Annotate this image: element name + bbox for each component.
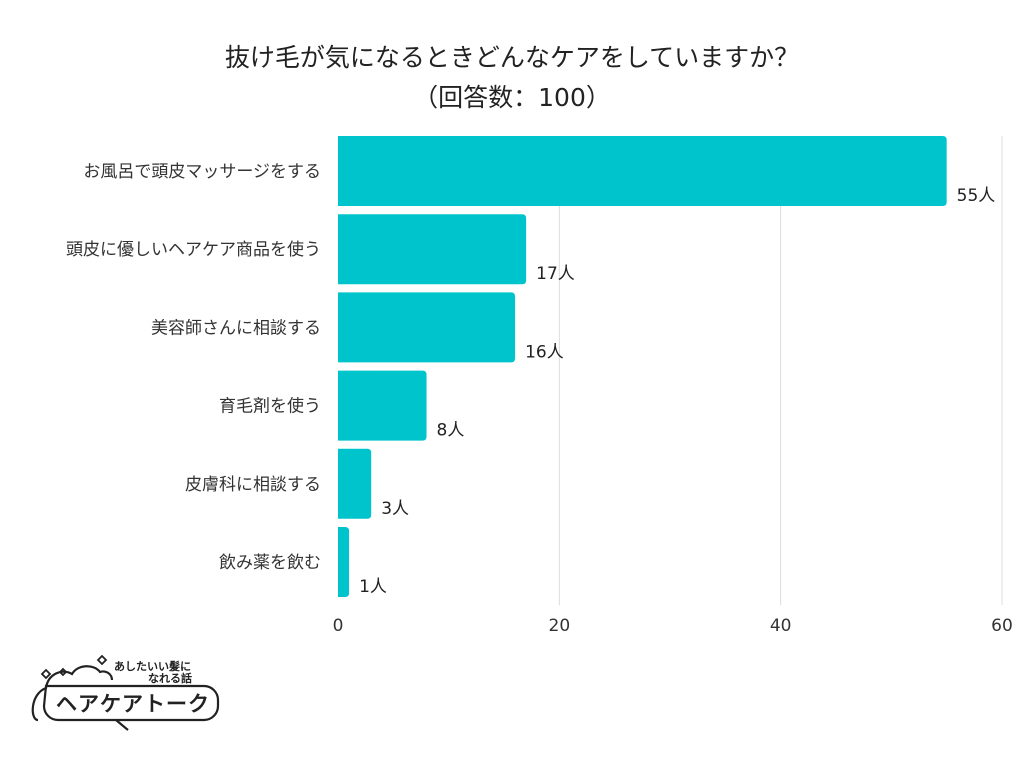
bars — [338, 136, 947, 597]
hair-care-talk-logo: あしたいい髪に なれる話 ヘアケアトーク — [31, 654, 220, 731]
category-label: お風呂で頭皮マッサージをする — [83, 162, 321, 182]
chart-title-block: 抜け毛が気になるときどんなケアをしていますか？ （回答数：100） — [0, 38, 1024, 118]
bar — [338, 527, 350, 597]
bar — [338, 292, 516, 363]
value-label: 3人 — [381, 499, 409, 519]
x-tick-label: 0 — [333, 616, 344, 636]
bar — [338, 214, 527, 285]
sparkle-icon — [58, 667, 68, 677]
cloud-outline-icon — [31, 665, 114, 722]
speech-bubble-outline — [42, 684, 220, 722]
category-label: 頭皮に優しいヘアケア商品を使う — [66, 239, 321, 260]
grid-lines — [558, 136, 1003, 606]
bar — [338, 136, 947, 206]
value-label: 16人 — [525, 342, 564, 362]
chart-subtitle: （回答数：100） — [413, 83, 611, 112]
value-label: 8人 — [437, 421, 465, 441]
value-label: 17人 — [536, 264, 575, 284]
category-label: 皮膚科に相談する — [185, 475, 321, 495]
bar — [338, 370, 427, 441]
sparkle-icon — [40, 668, 52, 680]
logo-tagline-line2: なれる話 — [148, 671, 192, 685]
logo-name: ヘアケアトーク — [56, 692, 210, 716]
value-label: 55人 — [957, 186, 996, 206]
x-tick-label: 20 — [549, 616, 571, 636]
speech-bubble-tail — [115, 719, 129, 731]
sparkle-icon — [96, 654, 108, 666]
category-label: 美容師さんに相談する — [151, 318, 321, 338]
category-label: 育毛剤を使う — [219, 396, 321, 417]
category-label: 飲み薬を飲む — [219, 553, 321, 573]
logo-tagline-line1: あしたいい髪に — [114, 659, 191, 673]
x-tick-label: 40 — [770, 616, 792, 636]
chart-title: 抜け毛が気になるときどんなケアをしていますか？ — [224, 43, 800, 72]
x-tick-label: 60 — [991, 616, 1013, 636]
bar — [338, 448, 372, 519]
value-label: 1人 — [359, 577, 387, 597]
